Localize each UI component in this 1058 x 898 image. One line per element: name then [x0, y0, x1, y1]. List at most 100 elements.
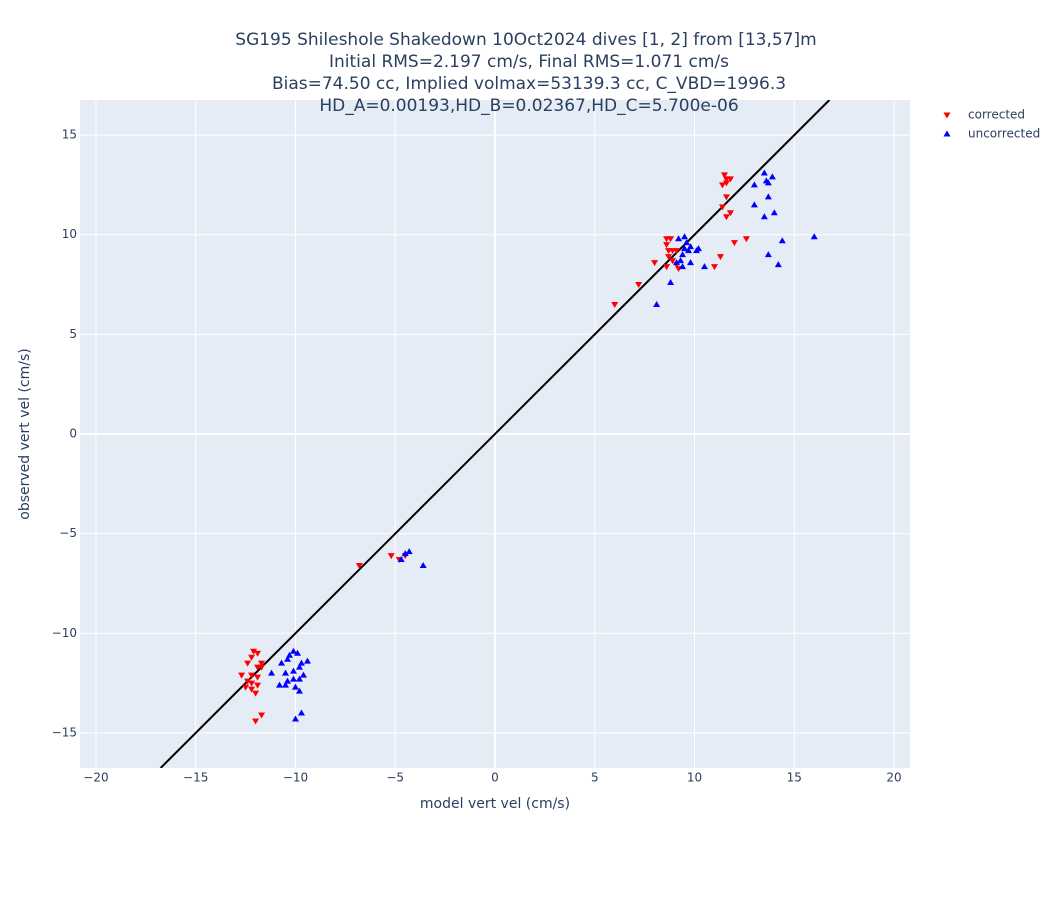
- y-tick-label: 10: [62, 227, 77, 241]
- diagonal-line: [159, 100, 831, 768]
- data-point: [665, 254, 673, 261]
- chart-title: HD_A=0.00193,HD_B=0.02367,HD_C=5.700e-06: [319, 96, 738, 116]
- data-point: [693, 247, 701, 254]
- data-point: [770, 209, 778, 216]
- data-point: [242, 684, 250, 691]
- chart-title: Initial RMS=2.197 cm/s, Final RMS=1.071 …: [329, 52, 729, 72]
- data-point: [685, 247, 693, 254]
- data-point: [760, 169, 768, 176]
- data-point: [252, 718, 260, 725]
- data-point: [764, 251, 772, 258]
- data-point: [750, 181, 758, 188]
- data-point: [677, 257, 685, 264]
- data-point: [258, 664, 266, 671]
- data-point: [673, 259, 681, 266]
- data-point: [683, 239, 691, 246]
- data-point: [675, 235, 683, 242]
- data-point: [663, 242, 671, 249]
- legend-label: corrected: [968, 108, 1025, 122]
- y-tick-label: −5: [59, 526, 77, 540]
- data-point: [673, 248, 681, 255]
- data-point: [254, 682, 262, 689]
- x-tick-label: 10: [687, 771, 702, 785]
- data-point: [258, 712, 266, 719]
- data-point: [276, 681, 284, 688]
- data-point: [651, 260, 659, 267]
- data-point: [254, 674, 262, 681]
- data-point: [679, 251, 687, 258]
- data-point: [291, 715, 299, 722]
- data-point: [248, 654, 256, 661]
- data-point: [248, 686, 256, 693]
- grid: [80, 100, 910, 768]
- data-point: [718, 204, 726, 211]
- legend-marker: [943, 112, 951, 119]
- y-axis-title: observed vert vel (cm/s): [17, 348, 33, 519]
- data-point: [810, 233, 818, 240]
- data-point: [248, 680, 256, 687]
- data-point: [293, 649, 301, 656]
- y-tick-label: 15: [62, 128, 77, 142]
- data-point: [687, 259, 695, 266]
- y-tick-label: −10: [52, 626, 77, 640]
- y-tick-label: −15: [52, 725, 77, 739]
- data-point: [722, 180, 730, 187]
- data-point: [248, 672, 256, 679]
- data-point: [401, 550, 409, 557]
- data-point: [720, 172, 728, 179]
- data-point: [289, 675, 297, 682]
- data-point: [742, 236, 750, 243]
- x-axis-title: model vert vel (cm/s): [420, 796, 570, 812]
- data-point: [297, 709, 305, 716]
- data-point: [268, 669, 276, 676]
- data-point: [295, 687, 303, 694]
- data-point: [764, 179, 772, 186]
- data-point: [254, 650, 262, 657]
- data-point: [397, 556, 405, 563]
- data-point: [768, 173, 776, 180]
- data-point: [405, 548, 413, 555]
- data-point: [238, 672, 246, 679]
- legend-marker: [943, 130, 951, 137]
- data-point: [387, 553, 395, 560]
- data-point: [726, 210, 734, 217]
- data-point: [282, 681, 290, 688]
- chart-title: Bias=74.50 cc, Implied volmax=53139.3 cc…: [272, 74, 786, 94]
- data-point: [681, 233, 689, 240]
- data-point: [252, 690, 260, 697]
- marks: [159, 100, 831, 768]
- data-point: [295, 675, 303, 682]
- data-point: [635, 282, 643, 289]
- data-point: [667, 279, 675, 286]
- data-point: [760, 213, 768, 220]
- data-point: [244, 660, 252, 667]
- data-point: [653, 300, 661, 307]
- data-point: [764, 193, 772, 200]
- data-point: [726, 176, 734, 183]
- x-tick-label: −10: [283, 771, 308, 785]
- y-tick-label: 0: [69, 427, 77, 441]
- data-point: [284, 655, 291, 662]
- data-point: [722, 214, 730, 221]
- data-point: [700, 263, 708, 270]
- chart-title: SG195 Shileshole Shakedown 10Oct2024 div…: [235, 30, 816, 50]
- legend-label: uncorrected: [968, 127, 1040, 141]
- data-point: [679, 263, 687, 270]
- data-point: [750, 201, 758, 208]
- y-tick-label: 5: [69, 327, 77, 341]
- data-point: [722, 194, 730, 201]
- data-point: [289, 667, 297, 674]
- data-point: [282, 669, 290, 676]
- x-tick-label: 20: [886, 771, 901, 785]
- x-tick-label: 0: [491, 771, 499, 785]
- data-point: [611, 301, 619, 308]
- data-point: [663, 264, 671, 271]
- data-point: [278, 659, 286, 666]
- data-point: [730, 240, 738, 247]
- data-point: [295, 663, 303, 670]
- x-tick-label: −15: [183, 771, 208, 785]
- data-point: [289, 647, 297, 654]
- data-point: [718, 182, 726, 189]
